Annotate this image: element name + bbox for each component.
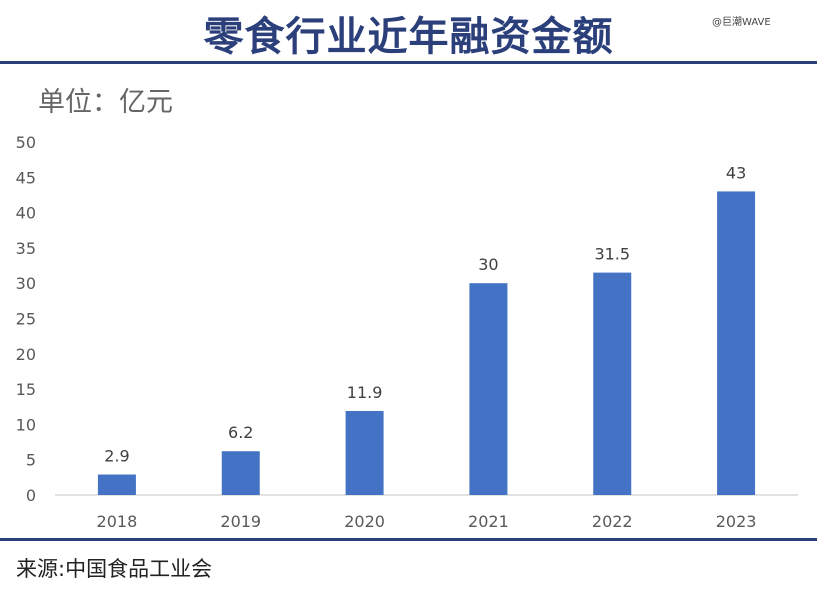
bar-2021 — [469, 283, 508, 495]
bar-chart: 0 5 10 15 20 25 30 35 40 45 50 2.9 2018 6.2 2019 11.9 20… — [16, 133, 798, 531]
x-tick-label: 2023 — [716, 512, 757, 531]
x-tick-label: 2018 — [97, 512, 138, 531]
y-tick-label: 0 — [26, 486, 36, 505]
y-tick-label: 45 — [16, 168, 36, 187]
unit-label: 单位：亿元 — [38, 87, 173, 118]
bar-2019 — [221, 451, 260, 495]
data-label: 43 — [726, 163, 746, 182]
y-tick-label: 35 — [16, 239, 36, 258]
source-note: 来源:中国食品工业会 — [16, 557, 213, 581]
y-tick-label: 40 — [16, 204, 36, 223]
data-label: 11.9 — [347, 383, 383, 402]
data-label: 31.5 — [594, 245, 630, 264]
page-title: 零食行业近年融资金额 — [203, 14, 614, 60]
top-divider — [0, 61, 817, 64]
y-tick-label: 5 — [26, 451, 36, 470]
bar-2018 — [97, 474, 136, 495]
x-tick-label: 2019 — [220, 512, 261, 531]
y-tick-label: 15 — [16, 380, 36, 399]
data-label: 30 — [478, 255, 498, 274]
y-tick-label: 25 — [16, 310, 36, 329]
y-tick-label: 30 — [16, 274, 36, 293]
bar-2022 — [593, 272, 632, 495]
y-tick-label: 10 — [16, 415, 36, 434]
x-tick-label: 2021 — [468, 512, 509, 531]
bar-2023 — [717, 191, 756, 496]
x-tick-label: 2020 — [344, 512, 385, 531]
data-label: 2.9 — [104, 447, 129, 466]
watermark: @巨潮WAVE — [712, 17, 771, 28]
data-label: 6.2 — [228, 423, 253, 442]
x-tick-label: 2022 — [592, 512, 633, 531]
y-tick-label: 20 — [16, 345, 36, 364]
bottom-divider — [0, 538, 817, 541]
bar-2020 — [345, 410, 384, 495]
y-tick-label: 50 — [16, 133, 36, 152]
